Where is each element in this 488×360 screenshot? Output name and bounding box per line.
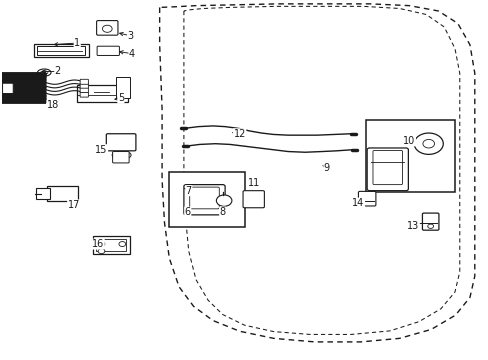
FancyBboxPatch shape: [372, 150, 402, 185]
FancyBboxPatch shape: [80, 92, 88, 97]
Bar: [34, 44, 89, 57]
Bar: [365, 120, 454, 193]
Bar: [169, 172, 244, 227]
Text: 16: 16: [92, 239, 104, 249]
FancyBboxPatch shape: [80, 83, 88, 88]
FancyBboxPatch shape: [97, 21, 118, 35]
Bar: [37, 46, 85, 55]
Text: 9: 9: [323, 163, 329, 172]
Circle shape: [413, 133, 443, 154]
Bar: [93, 235, 129, 254]
Circle shape: [98, 242, 104, 247]
Bar: [96, 239, 126, 251]
Text: 11: 11: [247, 178, 260, 188]
Bar: [116, 77, 129, 98]
FancyBboxPatch shape: [366, 148, 407, 191]
Text: 2: 2: [55, 67, 61, 76]
Circle shape: [119, 242, 125, 247]
Circle shape: [123, 152, 131, 158]
Text: 17: 17: [67, 200, 80, 210]
FancyBboxPatch shape: [189, 187, 219, 209]
Text: 6: 6: [184, 207, 190, 217]
FancyBboxPatch shape: [422, 213, 438, 230]
FancyBboxPatch shape: [97, 46, 119, 55]
Text: 4: 4: [129, 49, 135, 59]
Circle shape: [112, 152, 120, 158]
FancyBboxPatch shape: [106, 134, 136, 151]
Bar: [46, 186, 78, 201]
Text: 7: 7: [185, 186, 191, 196]
Text: 14: 14: [351, 198, 364, 208]
Circle shape: [427, 224, 433, 228]
Circle shape: [98, 249, 104, 254]
Text: 1: 1: [74, 38, 80, 48]
Text: 18: 18: [47, 100, 59, 110]
Text: 5: 5: [118, 93, 124, 103]
FancyBboxPatch shape: [358, 192, 375, 206]
Text: 15: 15: [95, 145, 107, 155]
Circle shape: [102, 25, 112, 32]
Circle shape: [422, 139, 434, 148]
Ellipse shape: [41, 71, 48, 74]
Ellipse shape: [38, 69, 51, 76]
FancyBboxPatch shape: [243, 191, 264, 208]
Text: 8: 8: [219, 207, 225, 217]
FancyBboxPatch shape: [112, 152, 129, 163]
Bar: [36, 188, 49, 199]
FancyBboxPatch shape: [80, 79, 88, 84]
Bar: [77, 85, 128, 103]
FancyBboxPatch shape: [183, 185, 224, 215]
Text: 10: 10: [403, 136, 415, 146]
Text: 12: 12: [233, 129, 245, 139]
Circle shape: [216, 195, 231, 206]
FancyBboxPatch shape: [80, 87, 88, 93]
Text: 3: 3: [127, 31, 133, 41]
FancyBboxPatch shape: [2, 83, 13, 94]
Text: 13: 13: [407, 221, 419, 231]
